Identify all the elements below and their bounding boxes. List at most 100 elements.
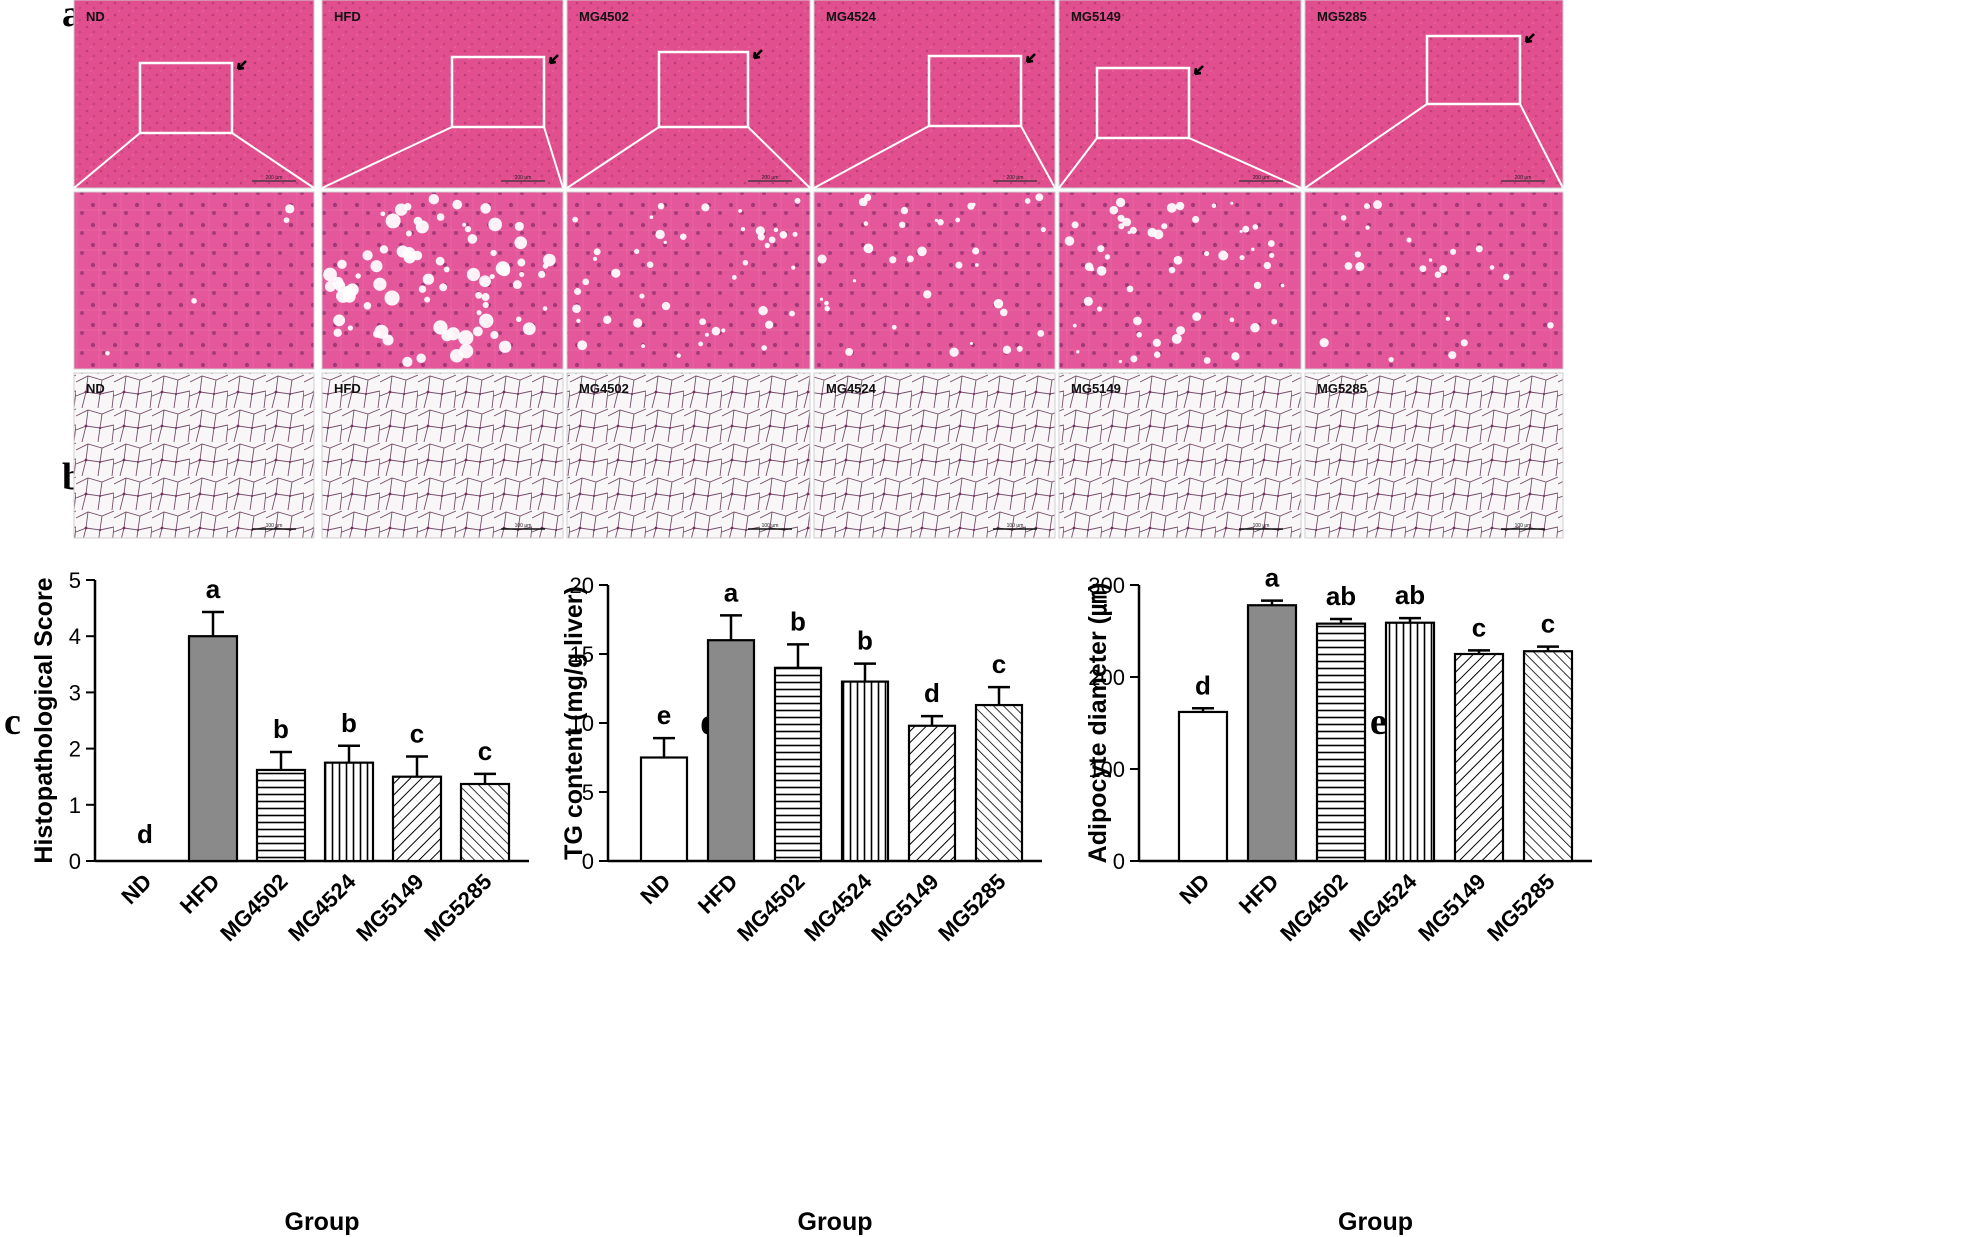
y-axis-title: Histopathological Score bbox=[30, 577, 58, 863]
lipid-droplet bbox=[646, 261, 654, 269]
x-tick-label: MG4502 bbox=[732, 869, 809, 946]
significance-label: c bbox=[1472, 612, 1486, 642]
x-tick-label: MG4524 bbox=[799, 868, 877, 946]
lipid-droplet bbox=[701, 203, 710, 212]
lipid-droplet bbox=[191, 298, 197, 304]
lipid-droplet bbox=[863, 221, 869, 226]
liver-highmag-mg5285 bbox=[1304, 191, 1564, 370]
bar-mg4502 bbox=[773, 666, 823, 863]
liver-micrograph-row: 200 μm ND 200 μm HFD 200 μm MG4502 200 μm MG452… bbox=[73, 0, 1564, 370]
lipid-droplet bbox=[1388, 356, 1394, 363]
lipid-droplet bbox=[900, 206, 909, 215]
lipid-droplet bbox=[333, 328, 342, 338]
bar-mg5285 bbox=[459, 782, 511, 863]
micrograph-label-mg4502: MG4502 bbox=[579, 9, 629, 24]
lipid-droplet bbox=[1419, 265, 1427, 273]
lipid-droplet bbox=[889, 256, 897, 264]
lipid-droplet bbox=[481, 293, 490, 302]
lipid-droplet bbox=[742, 259, 749, 266]
x-tick-label: HFD bbox=[175, 869, 225, 919]
lipid-droplet bbox=[1115, 197, 1126, 208]
adipose-micrograph-mg5149 bbox=[1058, 372, 1302, 539]
arrow-icon bbox=[752, 49, 763, 60]
lipid-droplet bbox=[1122, 217, 1132, 227]
significance-label: d bbox=[924, 678, 940, 708]
lipid-droplet bbox=[464, 226, 472, 233]
lipid-droplet bbox=[480, 203, 491, 214]
significance-label: d bbox=[137, 819, 153, 849]
lipid-droplet bbox=[641, 344, 645, 348]
lipid-droplet bbox=[1016, 345, 1023, 352]
zoom-connector-right bbox=[1188, 137, 1302, 189]
lipid-droplet bbox=[1118, 223, 1125, 230]
lipid-droplet bbox=[721, 328, 726, 333]
lipid-droplet bbox=[1024, 198, 1031, 204]
bar-hfd bbox=[187, 635, 239, 863]
lipid-droplet bbox=[428, 193, 440, 205]
lipid-droplet bbox=[1171, 333, 1182, 344]
lipid-droplet bbox=[347, 325, 354, 331]
lipid-droplet bbox=[402, 356, 413, 367]
scale-bar-label: 100 μm bbox=[1253, 523, 1270, 529]
lipid-droplet bbox=[1475, 245, 1483, 253]
lipid-droplet bbox=[1040, 226, 1046, 233]
lipid-droplet bbox=[1448, 351, 1457, 360]
significance-label: c bbox=[1541, 609, 1555, 639]
lipid-droplet bbox=[333, 314, 346, 327]
zoom-box-hfd bbox=[450, 55, 546, 129]
liver-lowmag-mg4502 bbox=[566, 0, 811, 189]
chart-adipocyte-diameter: 0 100 200 300 d ND a HFD ab MG4502 ab MG4524 c MG5149… bbox=[1084, 563, 1592, 1236]
lipid-droplet bbox=[679, 233, 687, 241]
liver-highmag-nd bbox=[73, 191, 315, 370]
lipid-droplet bbox=[937, 219, 944, 226]
lipid-droplet bbox=[1239, 229, 1243, 234]
lipid-droplet bbox=[1130, 355, 1138, 363]
liver-highmag-mg4524 bbox=[813, 191, 1056, 370]
lipid-droplet bbox=[1118, 359, 1123, 364]
y-tick-label: 15 bbox=[570, 642, 594, 667]
lipid-droplet bbox=[738, 208, 743, 213]
lipid-droplet bbox=[758, 305, 768, 316]
lipid-droplet bbox=[1280, 283, 1285, 288]
micrograph-label-mg5285: MG5285 bbox=[1317, 9, 1367, 24]
panel-letter-c: c bbox=[4, 701, 21, 743]
lipid-droplet bbox=[1406, 237, 1412, 243]
y-tick-label: 0 bbox=[69, 849, 81, 874]
lipid-droplet bbox=[577, 340, 588, 351]
lipid-droplet bbox=[1166, 202, 1177, 213]
lipid-droplet bbox=[519, 271, 525, 277]
lipid-droplet bbox=[1152, 338, 1161, 347]
lipid-droplet bbox=[731, 275, 737, 280]
lipid-droplet bbox=[863, 243, 874, 254]
arrow-icon bbox=[236, 60, 247, 71]
bar-mg4524 bbox=[323, 761, 375, 863]
micrograph-label-mg5149: MG5149 bbox=[1071, 9, 1121, 24]
y-axis-title: Adipocyte diameter (㎛) bbox=[1084, 583, 1113, 864]
lipid-droplet bbox=[385, 213, 401, 229]
lipid-droplet bbox=[934, 218, 939, 223]
scale-bar-label: 100 μm bbox=[762, 523, 779, 529]
lipid-droplet bbox=[512, 280, 522, 289]
lipid-droplet bbox=[346, 283, 359, 297]
lipid-droplet bbox=[711, 326, 721, 336]
lipid-droplet bbox=[582, 278, 590, 286]
lipid-droplet bbox=[458, 344, 474, 359]
y-tick-label: 1 bbox=[69, 793, 81, 818]
lipid-droplet bbox=[422, 273, 435, 285]
liver-highmag-mg4502 bbox=[566, 191, 811, 370]
scale-bar-label: 200 μm bbox=[1515, 175, 1532, 181]
lipid-droplet bbox=[370, 260, 383, 273]
lipid-droplet bbox=[1489, 265, 1495, 270]
lipid-droplet bbox=[1037, 330, 1045, 337]
lipid-droplet bbox=[1252, 224, 1259, 230]
adipose-micrograph-mg4502 bbox=[566, 372, 811, 539]
y-axis-title: TG content (mg/g liver) bbox=[560, 586, 588, 860]
x-tick-label: ND bbox=[116, 869, 156, 909]
lipid-droplet bbox=[1176, 326, 1185, 335]
scale-bar-label: 100 μm bbox=[515, 523, 532, 529]
lipid-droplet bbox=[405, 230, 412, 237]
lipid-droplet bbox=[479, 275, 491, 288]
lipid-droplet bbox=[373, 277, 387, 291]
lipid-droplet bbox=[898, 221, 906, 229]
